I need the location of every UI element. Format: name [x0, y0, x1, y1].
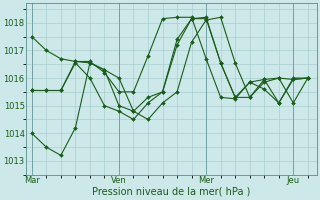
X-axis label: Pression niveau de la mer( hPa ): Pression niveau de la mer( hPa )	[92, 187, 251, 197]
